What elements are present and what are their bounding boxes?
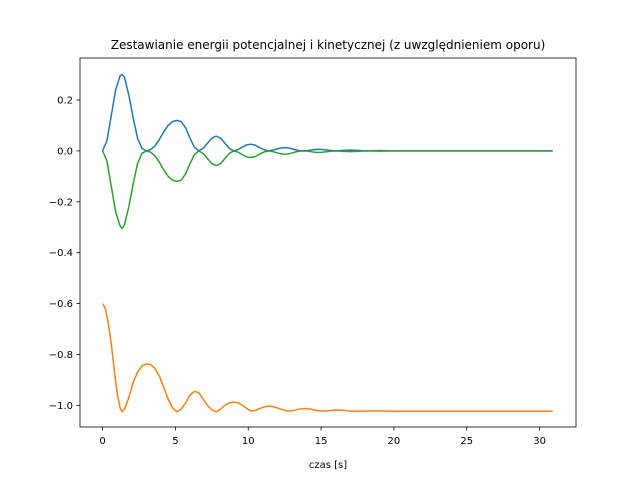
y-tick-label: −1.0 [49,401,73,412]
y-tick-label: −0.4 [49,248,73,259]
series-line-3 [101,150,553,230]
series-line-2 [101,303,553,413]
x-tick-label: 30 [533,436,546,447]
y-tick-label: −0.2 [49,197,73,208]
y-tick-label: −0.8 [49,350,73,361]
plot-area [101,73,553,413]
x-tick-label: 0 [99,436,105,447]
x-tick-label: 10 [242,436,255,447]
chart-title: Zestawianie energii potencjalnej i kinet… [111,38,546,52]
y-tick-label: 0.2 [57,95,73,106]
y-tick-label: 0.0 [57,146,73,157]
x-tick-label: 5 [172,436,178,447]
y-tick-label: −0.6 [49,299,73,310]
x-tick-label: 20 [388,436,401,447]
x-tick-label: 25 [460,436,473,447]
x-axis-label: czas [s] [309,460,347,471]
x-axis: 0 5 10 15 20 25 30 [99,427,546,447]
axes-frame [79,57,577,428]
x-tick-label: 15 [315,436,328,447]
y-axis: 0.2 0.0 −0.2 −0.4 −0.6 −0.8 −1.0 [49,95,80,412]
